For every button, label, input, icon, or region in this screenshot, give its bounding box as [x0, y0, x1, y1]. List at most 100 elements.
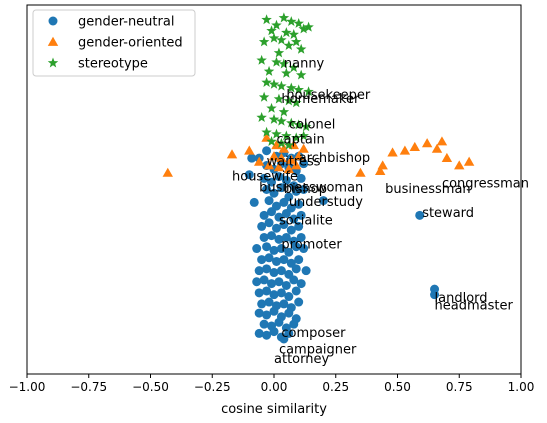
- data-point-circle: [259, 319, 269, 329]
- data-point-circle: [274, 234, 284, 244]
- data-point-circle: [269, 245, 279, 255]
- point-annotation: housekeeper: [286, 88, 371, 103]
- data-point-circle: [294, 199, 304, 209]
- data-point-star: [293, 84, 304, 95]
- x-tick-label: −0.75: [70, 380, 107, 394]
- data-point-star: [261, 76, 272, 87]
- data-point-circle: [299, 244, 309, 254]
- data-point-triangle: [298, 143, 309, 153]
- data-point-circle: [262, 146, 272, 156]
- data-point-triangle: [421, 138, 433, 148]
- data-point-star: [266, 136, 277, 146]
- data-point-star: [286, 117, 297, 128]
- data-point-star: [261, 14, 272, 25]
- point-annotation: landlord: [435, 291, 488, 306]
- data-point-circle: [289, 214, 299, 224]
- data-point-star: [268, 78, 280, 89]
- data-point-star: [283, 95, 295, 106]
- data-point-star: [258, 36, 270, 47]
- data-point-circle: [267, 177, 277, 187]
- data-point-circle: [284, 308, 294, 318]
- series-gender-oriented: [162, 132, 475, 177]
- data-point-star: [293, 119, 304, 130]
- data-point-circle: [279, 197, 289, 207]
- data-point-circle: [276, 244, 286, 254]
- data-point-circle: [284, 247, 294, 257]
- data-point-circle: [269, 327, 279, 337]
- data-point-star: [276, 80, 287, 91]
- data-point-star: [258, 91, 270, 102]
- data-point-triangle: [399, 145, 411, 155]
- data-point-circle: [257, 255, 267, 265]
- point-annotation: promoter: [281, 238, 342, 253]
- data-point-circle: [254, 288, 264, 298]
- data-point-star: [266, 102, 277, 113]
- point-annotation: congressman: [442, 177, 529, 192]
- x-tick-label: −0.25: [194, 380, 231, 394]
- data-point-star: [261, 126, 272, 137]
- data-point-circle: [252, 244, 262, 254]
- data-point-star: [273, 93, 285, 104]
- data-point-circle: [289, 275, 299, 285]
- data-point-circle: [269, 268, 279, 278]
- data-point-circle: [271, 223, 281, 233]
- data-point-star: [286, 82, 297, 93]
- data-point-star: [283, 139, 295, 150]
- point-annotation: waitress: [267, 155, 321, 170]
- data-point-circle: [281, 175, 291, 185]
- data-point-star: [268, 32, 280, 43]
- data-point-circle: [267, 207, 277, 217]
- point-annotation: composer: [281, 326, 346, 341]
- point-annotation: steward: [422, 206, 474, 221]
- data-point-circle: [262, 242, 272, 252]
- point-annotation: socialite: [279, 214, 333, 229]
- data-point-star: [281, 130, 292, 141]
- data-point-circle: [294, 221, 304, 231]
- data-point-star: [303, 21, 314, 32]
- data-point-circle: [252, 277, 262, 287]
- x-tick-label: 0.25: [322, 380, 349, 394]
- data-point-circle: [284, 292, 294, 302]
- data-point-circle: [291, 186, 301, 196]
- data-point-circle: [254, 266, 264, 276]
- data-point-circle: [254, 328, 264, 338]
- data-point-circle: [276, 288, 286, 298]
- data-point-star: [256, 112, 267, 122]
- x-tick-label: −1.00: [9, 380, 46, 394]
- data-point-star: [298, 23, 309, 34]
- data-point-circle: [279, 255, 289, 265]
- data-point-star: [273, 47, 285, 58]
- x-tick-label: 0.75: [446, 380, 473, 394]
- data-point-triangle: [286, 154, 297, 164]
- legend-label: gender-oriented: [78, 36, 183, 51]
- data-point-circle: [262, 310, 272, 320]
- x-axis-label: cosine similarity: [221, 402, 327, 417]
- data-point-circle: [269, 290, 279, 300]
- data-point-circle: [430, 290, 440, 300]
- data-point-triangle: [276, 152, 287, 163]
- data-point-triangle: [387, 147, 398, 157]
- data-point-star: [295, 69, 307, 80]
- data-point-triangle: [463, 156, 475, 166]
- data-point-triangle: [291, 160, 302, 170]
- data-point-circle: [281, 232, 291, 242]
- data-point-star: [291, 97, 302, 108]
- legend-marker-circle: [48, 16, 58, 26]
- data-point-circle: [259, 275, 269, 285]
- data-point-circle: [286, 225, 296, 235]
- data-point-triangle: [293, 151, 304, 161]
- x-ticks: −1.00 −0.75 −0.50 −0.25 0.00 0.25 0.50 0.75 1.00: [9, 374, 534, 394]
- data-point-circle: [294, 255, 304, 265]
- data-point-triangle: [261, 132, 272, 142]
- data-point-circle: [254, 308, 264, 318]
- data-point-star: [278, 12, 290, 23]
- data-point-circle: [244, 170, 254, 180]
- data-point-circle: [274, 277, 284, 287]
- data-point-circle: [267, 279, 277, 289]
- data-point-star: [281, 27, 292, 38]
- data-point-circle: [262, 330, 272, 340]
- data-point-star: [283, 40, 295, 51]
- data-point-circle: [415, 210, 425, 220]
- data-point-triangle: [377, 160, 388, 170]
